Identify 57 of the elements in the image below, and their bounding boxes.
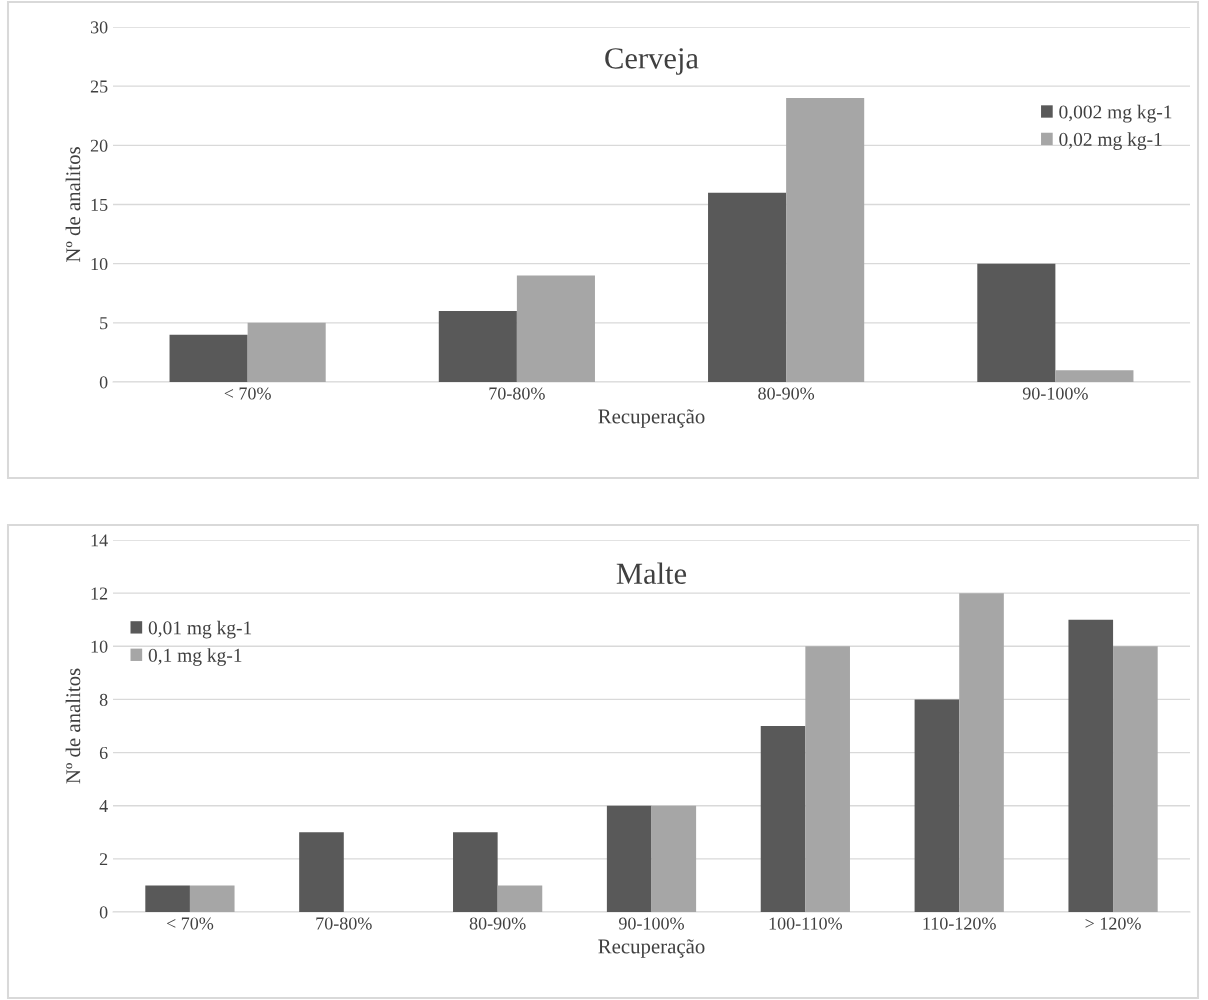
x-tick-label: 100-110% — [769, 917, 843, 930]
y-tick-label: 10 — [91, 640, 108, 653]
x-axis-title: Recuperação — [598, 939, 705, 958]
x-tick-label: < 70% — [166, 917, 214, 930]
y-tick-label: 6 — [99, 746, 108, 760]
bar — [1055, 370, 1134, 382]
bar — [169, 334, 248, 382]
y-tick-label: 0 — [99, 376, 108, 389]
x-tick-label: > 120% — [1085, 917, 1141, 930]
bar — [453, 832, 498, 912]
bar — [914, 699, 960, 912]
text: Malte — [616, 562, 687, 585]
y-tick-label: 2 — [99, 853, 108, 866]
bar — [299, 832, 344, 912]
x-tick-label: 90-100% — [618, 917, 684, 930]
legend-label: 0,02 mg kg-1 — [1059, 132, 1162, 150]
y-tick-label: 5 — [100, 317, 108, 330]
x-axis-title: Recuperação — [598, 409, 705, 428]
y-axis-title: Nº de analitos — [65, 668, 81, 784]
bar — [1113, 646, 1158, 912]
bar — [247, 322, 326, 382]
y-tick-label: 12 — [91, 587, 108, 600]
bar — [805, 646, 850, 912]
bar — [438, 311, 517, 382]
bar — [1068, 619, 1114, 912]
legend-label: 0,002 mg kg-1 — [1059, 104, 1172, 123]
bar — [189, 885, 235, 912]
bar — [606, 805, 652, 912]
bar — [760, 726, 806, 912]
y-tick-label: 20 — [90, 139, 108, 152]
bar — [959, 593, 1004, 912]
y-tick-label: 30 — [90, 21, 108, 34]
y-tick-label: 8 — [99, 693, 108, 706]
y-tick-label: 0 — [99, 906, 108, 919]
x-tick-label: 70-80% — [316, 917, 372, 930]
x-tick-label: 80-90% — [758, 387, 815, 400]
x-tick-label: 90-100% — [1022, 387, 1088, 400]
legend-label: 0,01 mg kg-1 — [148, 620, 252, 639]
x-tick-label: 80-90% — [469, 917, 526, 930]
bar — [651, 805, 697, 912]
legend-label: 0,1 mg kg-1 — [148, 648, 242, 666]
y-tick-label: 4 — [99, 800, 108, 812]
x-tick-label: 70-80% — [489, 387, 545, 400]
bar — [977, 263, 1056, 382]
y-tick-label: 14 — [91, 534, 108, 547]
y-tick-label: 25 — [90, 80, 108, 93]
y-axis-title: Nº de analitos — [65, 147, 81, 263]
bar — [516, 275, 595, 382]
y-tick-label: 15 — [91, 198, 108, 211]
x-tick-label: < 70% — [224, 387, 271, 400]
bar — [708, 192, 787, 382]
bar — [786, 98, 865, 382]
text: Cerveja — [605, 48, 699, 75]
bar — [145, 885, 190, 912]
y-tick-label: 10 — [91, 257, 108, 271]
x-tick-label: 110-120% — [923, 917, 996, 930]
bar — [497, 885, 543, 912]
